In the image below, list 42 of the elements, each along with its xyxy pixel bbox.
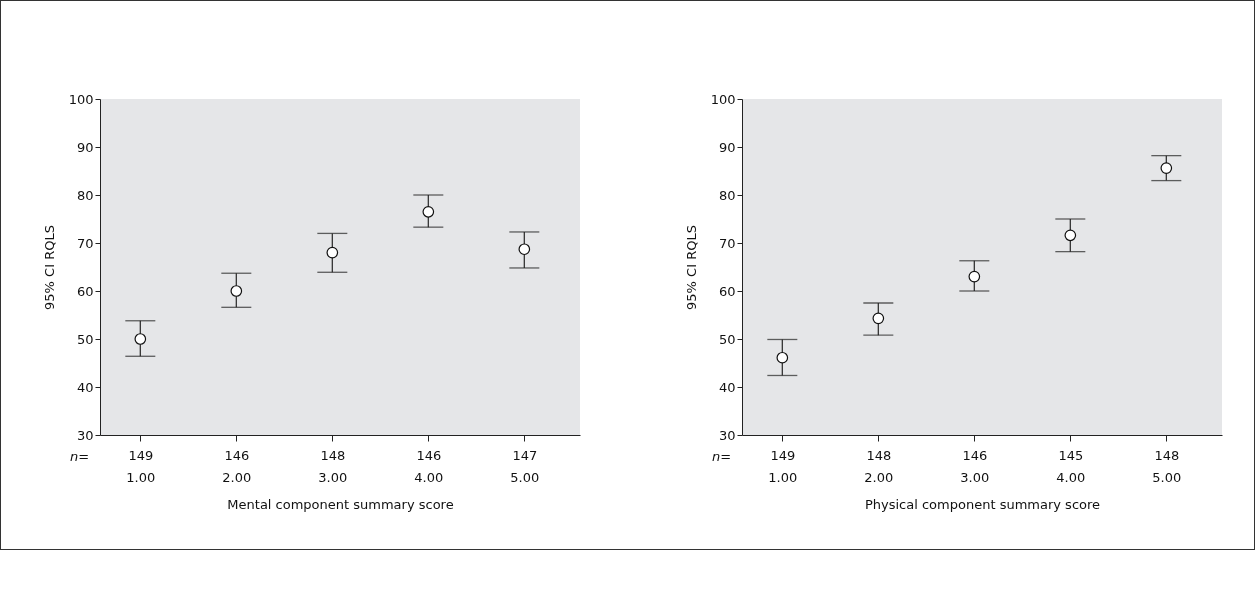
point <box>1064 229 1077 242</box>
point <box>1160 162 1173 174</box>
y-tick-label: 100 <box>68 91 94 107</box>
x-tick-label: 148 3.00 <box>318 447 348 485</box>
point <box>518 243 531 256</box>
point <box>134 333 147 345</box>
point <box>968 270 981 283</box>
y-tick-label: 60 <box>76 283 94 299</box>
x-tick-label: 148 2.00 <box>864 447 894 485</box>
point <box>776 351 789 364</box>
y-tick-label: 40 <box>718 379 736 395</box>
y-tick-label: 90 <box>76 139 94 155</box>
point <box>872 312 885 325</box>
y-tick-label: 60 <box>718 283 736 299</box>
x-axis-title: Mental component summary score <box>227 496 454 512</box>
point <box>422 205 435 218</box>
y-axis-title: 95% CI RQLS <box>683 225 699 310</box>
x-tick-label: 148 5.00 <box>1152 447 1182 485</box>
y-tick-label: 30 <box>718 427 736 443</box>
y-tick-label: 90 <box>718 139 736 155</box>
x-tick-label: 147 5.00 <box>510 447 540 485</box>
x-tick-label: 149 1.00 <box>126 447 156 485</box>
y-tick-label: 40 <box>76 379 94 395</box>
y-tick-label: 100 <box>710 91 736 107</box>
x-tick-label: 146 2.00 <box>222 447 252 485</box>
point <box>230 285 243 297</box>
x-tick-label: 146 4.00 <box>414 447 444 485</box>
y-tick-label: 50 <box>718 331 736 347</box>
text: n= <box>70 449 90 464</box>
y-tick-label: 80 <box>76 187 94 203</box>
y-tick-label: 70 <box>718 235 736 251</box>
y-tick-label: 70 <box>76 235 94 251</box>
x-tick-label: 145 4.00 <box>1056 447 1086 485</box>
x-axis-title: Physical component summary score <box>864 496 1101 512</box>
text: n= <box>712 449 732 464</box>
x-tick-label: 146 3.00 <box>960 447 990 485</box>
y-tick-label: 30 <box>76 427 94 443</box>
x-tick-label: 149 1.00 <box>768 447 798 485</box>
y-tick-label: 80 <box>718 187 736 203</box>
y-tick-label: 50 <box>76 331 94 347</box>
y-axis-title: 95% CI RQLS <box>41 225 57 310</box>
point <box>326 246 339 259</box>
